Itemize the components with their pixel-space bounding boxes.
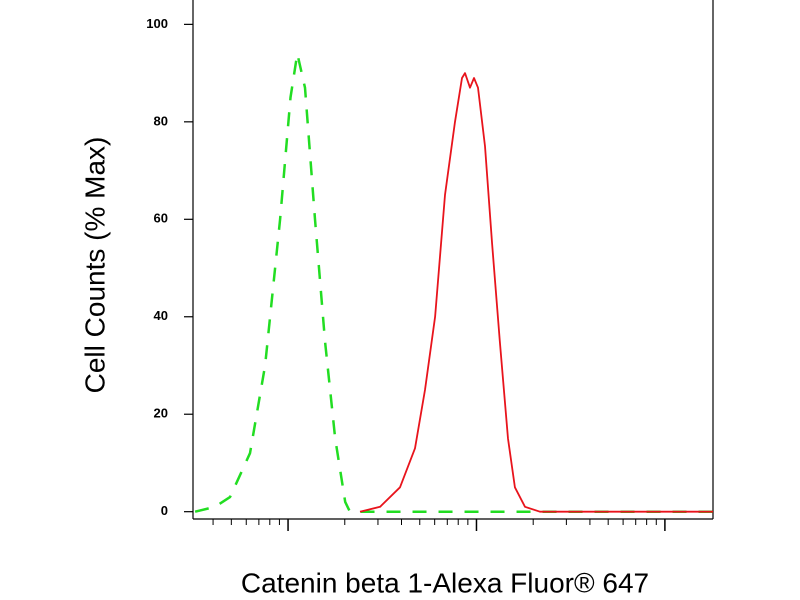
x-axis-label: Catenin beta 1-Alexa Fluor® 647 — [241, 567, 649, 598]
y-tick-label: 0 — [161, 503, 168, 518]
y-tick-label: 80 — [154, 113, 168, 128]
y-axis-label: Cell Counts (% Max) — [79, 137, 110, 394]
y-tick-label: 100 — [146, 16, 168, 31]
y-tick-label: 60 — [154, 211, 168, 226]
y-tick-label: 20 — [154, 406, 168, 421]
series-line — [359, 72, 713, 513]
y-tick-label: 40 — [154, 308, 168, 323]
series-line — [194, 52, 713, 513]
